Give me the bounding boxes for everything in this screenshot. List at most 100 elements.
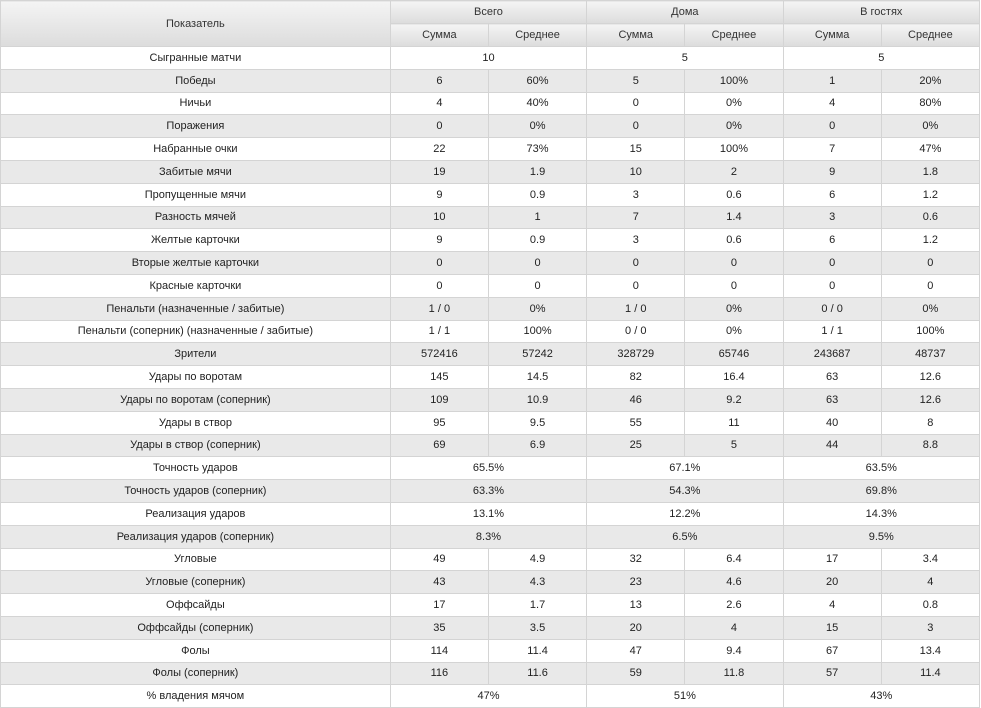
cell-avg: 11.6: [487, 661, 588, 686]
cell-sum: 25: [586, 433, 686, 458]
cell-avg: 2.6: [684, 593, 784, 617]
cell-sum: 43: [389, 570, 489, 595]
row-label: Забитые мячи: [0, 159, 391, 184]
cell-sum: 20: [586, 615, 686, 640]
table-row: Желтые карточки 9 0.9 3 0.6 6 1.2: [0, 228, 981, 253]
header-sum: Сумма: [389, 23, 489, 47]
table-row: Зрители 572416 57242 328729 65746 243687 48737: [0, 342, 981, 367]
row-label: Разность мячей: [0, 205, 391, 230]
cell-sum: 5: [586, 68, 686, 93]
cell-sum: 15: [586, 137, 686, 161]
header-avg: Среднее: [684, 23, 784, 47]
row-label: Оффсайды: [0, 593, 391, 617]
cell-sum: 40: [782, 410, 882, 435]
cell-avg: 6.4: [684, 547, 784, 572]
row-label: Пенальти (соперник) (назначенные / забит…: [0, 319, 391, 344]
row-label: Ничьи: [0, 91, 391, 116]
cell-sum: 6: [782, 228, 882, 253]
cell-sum: 95: [389, 410, 489, 435]
cell-sum: 0: [389, 273, 489, 298]
cell-sum: 0 / 0: [586, 319, 686, 344]
cell-sum: 114: [389, 638, 489, 663]
cell-avg: 80%: [880, 91, 981, 116]
cell-sum: 15: [782, 615, 882, 640]
row-label: Угловые (соперник): [0, 570, 391, 595]
cell-sum: 13: [586, 593, 686, 617]
cell-merged: 13.1%: [389, 501, 588, 526]
row-label: Набранные очки: [0, 137, 391, 161]
cell-sum: 19: [389, 159, 489, 184]
cell-merged: 69.8%: [782, 479, 981, 503]
header-sum: Сумма: [782, 23, 882, 47]
table-row: Разность мячей 10 1 7 1.4 3 0.6: [0, 205, 981, 230]
cell-avg: 8.8: [880, 433, 981, 458]
cell-avg: 100%: [880, 319, 981, 344]
row-label: Пропущенные мячи: [0, 182, 391, 207]
cell-merged: 51%: [586, 684, 784, 708]
cell-sum: 0: [782, 273, 882, 298]
cell-merged: 5: [782, 46, 981, 70]
row-label: Удары в створ (соперник): [0, 433, 391, 458]
cell-sum: 1 / 1: [389, 319, 489, 344]
row-label: Сыгранные матчи: [0, 46, 391, 70]
header-avg: Среднее: [880, 23, 981, 47]
cell-sum: 20: [782, 570, 882, 595]
cell-merged: 47%: [389, 684, 588, 708]
cell-merged: 10: [389, 46, 588, 70]
header-group-total: Всего: [389, 0, 588, 24]
table-row: Набранные очки 22 73% 15 100% 7 47%: [0, 137, 981, 161]
cell-avg: 20%: [880, 68, 981, 93]
cell-avg: 0: [487, 273, 588, 298]
cell-avg: 9.4: [684, 638, 784, 663]
cell-avg: 0.9: [487, 228, 588, 253]
cell-sum: 44: [782, 433, 882, 458]
cell-merged: 54.3%: [586, 479, 784, 503]
cell-sum: 0: [586, 273, 686, 298]
cell-avg: 0: [880, 251, 981, 275]
cell-avg: 1.9: [487, 159, 588, 184]
cell-sum: 1 / 0: [389, 296, 489, 321]
row-label: Оффсайды (соперник): [0, 615, 391, 640]
cell-sum: 69: [389, 433, 489, 458]
cell-avg: 1.2: [880, 228, 981, 253]
row-label: Фолы: [0, 638, 391, 663]
header-sum: Сумма: [586, 23, 686, 47]
cell-avg: 8: [880, 410, 981, 435]
cell-avg: 3.4: [880, 547, 981, 572]
cell-avg: 3: [880, 615, 981, 640]
row-label: Поражения: [0, 114, 391, 139]
row-label: Удары по воротам: [0, 365, 391, 389]
cell-avg: 4: [880, 570, 981, 595]
cell-avg: 11.4: [880, 661, 981, 686]
table-row: Реализация ударов (соперник) 8.3% 6.5% 9.5%: [0, 524, 981, 549]
row-label: Победы: [0, 68, 391, 93]
cell-merged: 12.2%: [586, 501, 784, 526]
cell-avg: 0.6: [684, 228, 784, 253]
cell-merged: 43%: [782, 684, 981, 708]
table-row: Пенальти (соперник) (назначенные / забит…: [0, 319, 981, 344]
cell-sum: 6: [389, 68, 489, 93]
cell-sum: 32: [586, 547, 686, 572]
cell-avg: 48737: [880, 342, 981, 367]
cell-sum: 109: [389, 387, 489, 412]
cell-avg: 0%: [487, 114, 588, 139]
table-row: Удары по воротам (соперник) 109 10.9 46 9.2 6…: [0, 387, 981, 412]
cell-avg: 4.3: [487, 570, 588, 595]
header-avg: Среднее: [487, 23, 588, 47]
cell-avg: 65746: [684, 342, 784, 367]
table-row: Вторые желтые карточки 0 0 0 0 0 0: [0, 251, 981, 275]
table-row: Фолы 114 11.4 47 9.4 67 13.4: [0, 638, 981, 663]
row-label: Фолы (соперник): [0, 661, 391, 686]
cell-avg: 0.6: [684, 182, 784, 207]
cell-sum: 0: [586, 114, 686, 139]
cell-sum: 22: [389, 137, 489, 161]
cell-avg: 9.5: [487, 410, 588, 435]
cell-sum: 59: [586, 661, 686, 686]
header-row-subcols: Сумма Среднее Сумма Среднее Сумма Средне…: [1, 23, 981, 47]
cell-sum: 0: [782, 251, 882, 275]
cell-avg: 1.2: [880, 182, 981, 207]
cell-sum: 67: [782, 638, 882, 663]
cell-avg: 100%: [487, 319, 588, 344]
cell-sum: 1: [782, 68, 882, 93]
cell-merged: 63.5%: [782, 456, 981, 481]
